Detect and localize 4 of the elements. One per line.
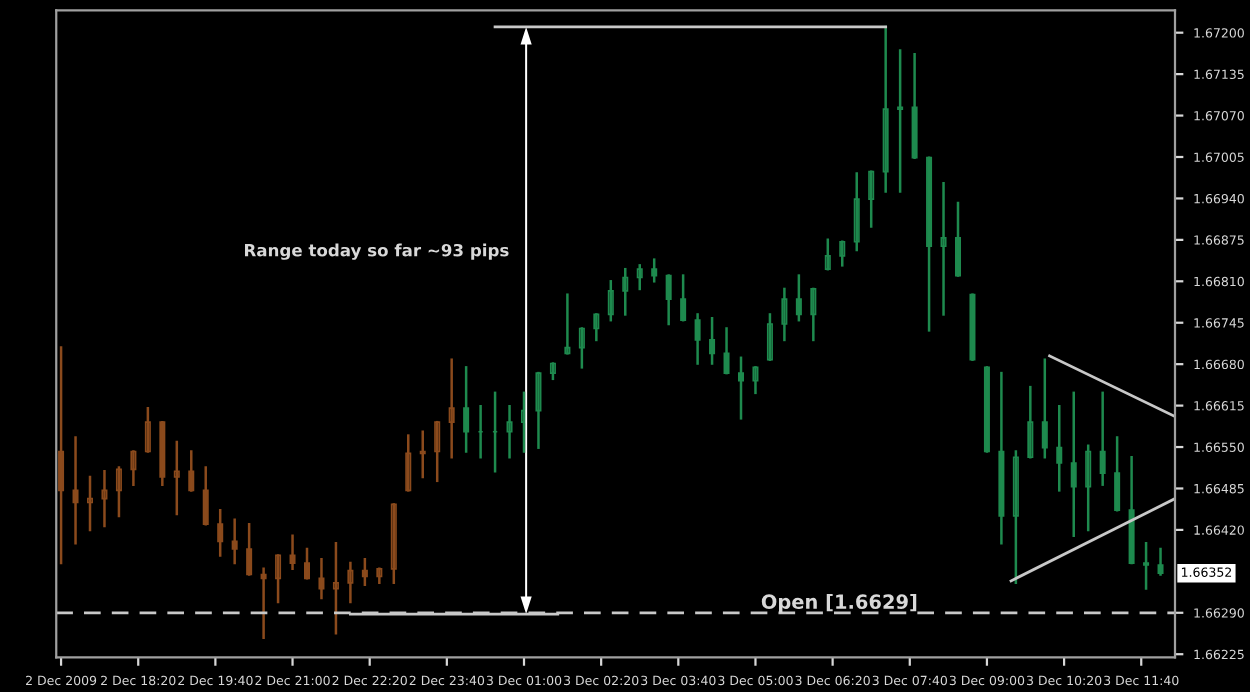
ref-line-label: Open [1.6629] xyxy=(761,593,917,613)
candlestick xyxy=(969,293,976,361)
candlestick xyxy=(983,366,990,453)
annotation: Range today so far ~93 pips xyxy=(245,243,509,260)
